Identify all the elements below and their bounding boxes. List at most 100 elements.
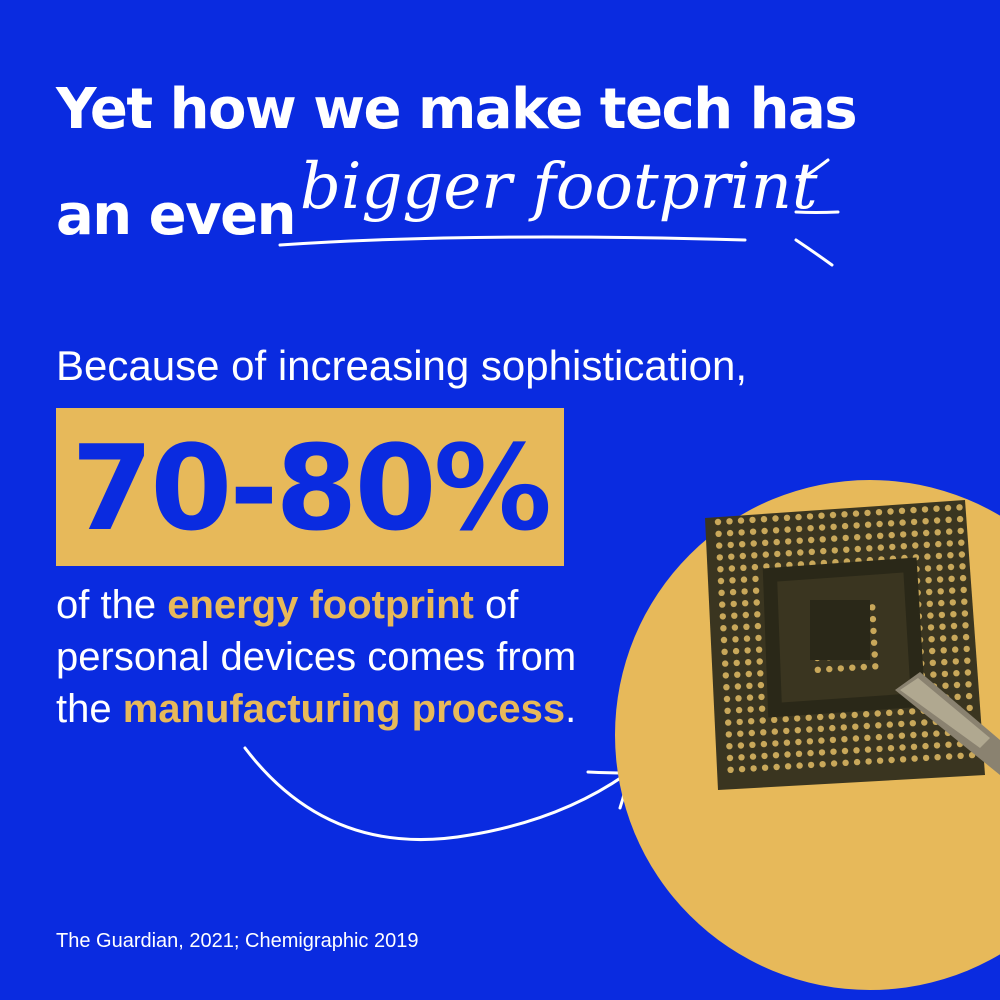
solder-ball [783, 514, 791, 521]
solder-ball [828, 713, 835, 720]
solder-ball [752, 575, 759, 583]
solder-ball [735, 695, 742, 702]
solder-ball [746, 682, 753, 689]
solder-ball [806, 513, 814, 520]
solder-ball [745, 670, 752, 678]
solder-ball [875, 722, 882, 729]
solder-ball [933, 505, 940, 512]
stat-highlight-box: 70-80% [56, 408, 564, 566]
solder-ball [758, 693, 765, 701]
solder-ball [742, 600, 749, 607]
solder-ball [962, 633, 970, 641]
solder-ball [731, 624, 739, 631]
solder-ball [962, 622, 969, 629]
solder-ball [950, 611, 957, 618]
solder-ball [830, 523, 837, 530]
solder-ball [757, 681, 765, 689]
solder-ball [749, 753, 757, 760]
solder-ball [929, 647, 936, 655]
body-line-3-suffix: . [565, 687, 577, 731]
solder-ball [714, 518, 722, 526]
solder-ball [728, 553, 735, 560]
solder-ball [731, 612, 738, 619]
solder-ball [794, 727, 801, 734]
solder-ball [774, 562, 782, 569]
solder-ball [763, 563, 770, 570]
solder-ball [952, 646, 959, 653]
solder-ball [737, 517, 745, 524]
solder-ball [945, 741, 952, 748]
solder-ball [795, 513, 802, 521]
solder-ball [922, 742, 929, 750]
solder-ball [939, 623, 946, 630]
solder-ball [717, 577, 725, 585]
solder-ball [852, 735, 860, 742]
solder-ball [909, 708, 916, 715]
solder-ball [940, 647, 947, 654]
solder-ball [751, 563, 759, 571]
solder-ball [956, 515, 964, 523]
solder-ball [899, 519, 906, 526]
solder-ball [826, 665, 833, 673]
solder-ball [754, 611, 761, 618]
solder-ball [936, 576, 944, 583]
solder-ball [863, 711, 870, 718]
solder-ball [743, 623, 750, 630]
solder-ball [772, 515, 779, 522]
solder-ball [886, 709, 893, 716]
solder-ball [795, 525, 803, 533]
solder-ball [925, 577, 932, 584]
headline-line-2: an even [56, 183, 296, 248]
solder-ball [760, 516, 768, 523]
solder-ball [899, 744, 906, 751]
solder-ball [841, 522, 849, 530]
solder-ball [727, 541, 734, 549]
solder-ball [723, 695, 731, 703]
solder-ball [899, 756, 907, 763]
solder-ball [739, 552, 746, 560]
solder-ball [737, 742, 745, 749]
solder-ball [869, 604, 876, 611]
curved-arrow-icon [243, 746, 630, 842]
solder-ball [930, 671, 937, 678]
solder-ball [829, 724, 836, 732]
solder-ball [840, 724, 847, 731]
solder-ball [841, 511, 848, 518]
solder-ball [898, 720, 905, 728]
solder-ball [726, 529, 734, 537]
solder-ball [921, 719, 928, 726]
solder-ball [887, 520, 895, 527]
solder-ball [947, 563, 955, 571]
solder-ball [927, 612, 934, 619]
solder-ball [874, 710, 881, 717]
solder-ball [716, 542, 723, 549]
solder-ball [921, 731, 929, 738]
solder-ball [941, 670, 949, 678]
solder-ball [749, 528, 757, 535]
solder-ball [805, 714, 812, 721]
solder-ball [888, 531, 895, 539]
solder-ball [898, 507, 906, 514]
solder-ball [830, 760, 838, 767]
stat-value: 70-80% [71, 419, 552, 557]
solder-ball [953, 681, 961, 689]
solder-ball [785, 538, 792, 545]
solder-ball [748, 718, 755, 725]
solder-ball [772, 752, 780, 759]
solder-ball [935, 540, 942, 548]
solder-ball [888, 756, 895, 764]
solder-ball [842, 534, 849, 542]
solder-ball [953, 670, 960, 677]
solder-ball [737, 730, 744, 737]
solder-ball [726, 743, 733, 750]
solder-ball [725, 719, 732, 726]
solder-ball [725, 731, 732, 738]
solder-ball [910, 518, 918, 526]
solder-ball [887, 745, 895, 752]
solder-ball [944, 504, 952, 512]
solder-ball [720, 636, 728, 644]
solder-ball [724, 707, 731, 714]
microchip-icon [705, 500, 1000, 790]
solder-ball [957, 527, 964, 535]
solder-ball [958, 539, 965, 546]
